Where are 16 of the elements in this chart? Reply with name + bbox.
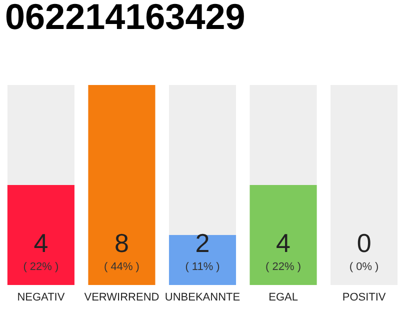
annotation: ( 11% ) — [185, 261, 220, 273]
x-tick-label: POSITIV — [342, 292, 386, 304]
chart-title: 062214163429 — [5, 0, 246, 37]
annotation: ( 0% ) — [349, 261, 379, 273]
x-tick-label: EGAL — [268, 292, 298, 304]
data-label: 8 — [114, 228, 129, 258]
data-label: 0 — [356, 228, 372, 258]
data-label: 2 — [195, 228, 210, 258]
annotation: ( 44% ) — [104, 261, 140, 273]
annotation: ( 22% ) — [23, 261, 59, 273]
x-tick-label: NEGATIV — [17, 292, 66, 304]
x-tick-label: UNBEKANNTE — [164, 292, 240, 304]
annotation: ( 22% ) — [266, 261, 302, 273]
x-tick-label: VERWIRREND — [84, 292, 160, 304]
data-label: 4 — [276, 228, 291, 258]
data-label: 4 — [34, 228, 48, 258]
